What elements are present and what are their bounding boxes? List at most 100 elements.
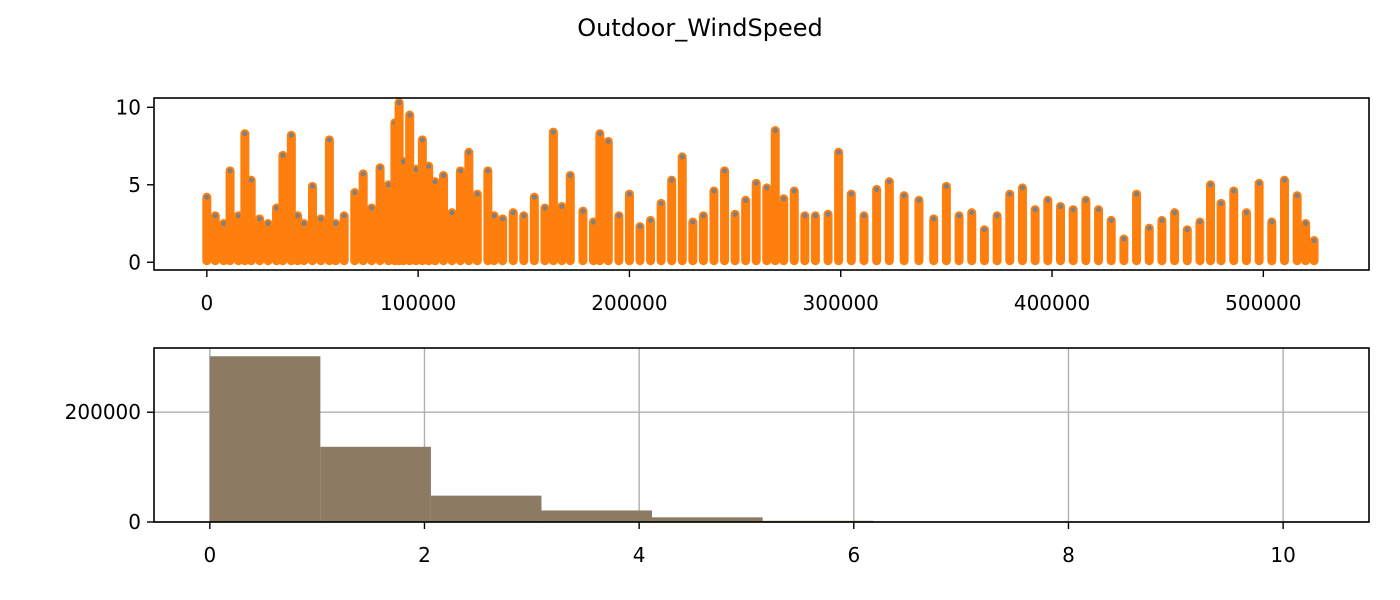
x-tick-label: 8 (1062, 543, 1075, 567)
wind-point (931, 216, 937, 222)
wind-point (1121, 236, 1127, 242)
wind-point (981, 227, 988, 233)
wind-point (1095, 206, 1102, 213)
x-tick-label: 500000 (1225, 291, 1301, 315)
y-tick-label: 0 (128, 250, 141, 274)
wind-point (426, 163, 432, 169)
wind-point (227, 168, 233, 174)
wind-point (1057, 203, 1064, 210)
wind-point (1197, 219, 1203, 225)
wind-point (265, 220, 271, 227)
wind-point (605, 138, 611, 144)
wind-point (1172, 210, 1178, 216)
wind-point (288, 132, 294, 138)
wind-point (836, 149, 842, 155)
wind-point (318, 216, 324, 222)
wind-point (1281, 177, 1288, 183)
wind-point (743, 197, 749, 203)
wind-point (1070, 206, 1076, 213)
wind-point (400, 158, 406, 165)
wind-point (559, 203, 565, 210)
wind-point (341, 213, 347, 219)
wind-point (457, 168, 463, 174)
wind-point (1019, 185, 1026, 191)
y-tick-label: 10 (116, 95, 141, 119)
wind-point (1218, 200, 1224, 206)
wind-point (994, 213, 1000, 219)
wind-point (1269, 219, 1275, 225)
wind-point (637, 224, 643, 230)
wind-point (377, 165, 383, 171)
histogram-axis-ticks: 0 2 4 6 8 10 0 200000 (65, 400, 1296, 567)
wind-point (812, 213, 818, 219)
y-tick-label: 200000 (65, 400, 141, 424)
wind-point (413, 166, 419, 172)
wind-point (542, 205, 548, 211)
wind-point (280, 152, 286, 158)
wind-point (1133, 191, 1140, 197)
line-scatter-plot: 0 100000 200000 300000 400000 500000 0 5 10 (116, 95, 1370, 315)
figure-title: Outdoor_WindSpeed (577, 14, 823, 42)
scatter-marks (202, 98, 1319, 266)
wind-point (466, 149, 472, 155)
wind-point (301, 220, 307, 227)
histogram-bars (209, 356, 1316, 523)
wind-point (1032, 206, 1038, 213)
wind-point (781, 196, 787, 202)
wind-point (1146, 225, 1152, 231)
wind-point (1243, 210, 1250, 216)
wind-point (257, 216, 263, 222)
wind-point (449, 210, 455, 216)
wind-point (711, 188, 717, 194)
histogram-bar (430, 495, 542, 522)
wind-point (848, 191, 854, 197)
wind-point (500, 216, 506, 222)
wind-point (861, 213, 867, 219)
wind-point (510, 210, 516, 216)
histogram-bar (541, 510, 653, 522)
wind-point (1311, 237, 1317, 244)
x-tick-label: 100000 (380, 291, 456, 315)
wind-point (1207, 182, 1214, 188)
wind-point (690, 219, 696, 225)
wind-point (221, 220, 227, 227)
wind-point (956, 213, 962, 219)
wind-point (886, 179, 892, 185)
histogram-bar (320, 446, 431, 522)
wind-point (901, 193, 907, 199)
wind-point (491, 213, 497, 219)
wind-point (943, 183, 949, 189)
x-tick-label: 4 (633, 543, 646, 567)
wind-point (521, 213, 527, 219)
wind-point (360, 171, 366, 177)
wind-point (764, 185, 770, 191)
wind-point (802, 213, 808, 219)
y-tick-label: 5 (128, 173, 141, 197)
scatter-axis-ticks: 0 100000 200000 300000 400000 500000 0 5 10 (116, 95, 1302, 315)
wind-point (874, 186, 880, 193)
wind-point (531, 194, 537, 200)
wind-point (732, 211, 738, 217)
wind-point (679, 154, 685, 160)
wind-point (1294, 193, 1300, 199)
histogram-plot-frame (153, 347, 1370, 523)
wind-point (550, 129, 556, 135)
wind-point (626, 191, 633, 197)
x-tick-label: 200000 (591, 291, 667, 315)
wind-point (1045, 197, 1051, 203)
histogram-plot: 0 2 4 6 8 10 0 200000 (65, 347, 1370, 567)
y-tick-label: 0 (128, 510, 141, 534)
wind-point (1184, 227, 1190, 233)
wind-point (1007, 191, 1013, 197)
x-tick-label: 0 (203, 543, 216, 567)
wind-point (597, 131, 603, 137)
x-tick-label: 300000 (803, 291, 879, 315)
wind-point (432, 179, 438, 185)
wind-point (326, 137, 332, 143)
wind-point (753, 180, 759, 186)
wind-point (916, 197, 922, 203)
wind-point (474, 191, 480, 197)
wind-point (825, 211, 831, 217)
wind-point (772, 127, 778, 134)
